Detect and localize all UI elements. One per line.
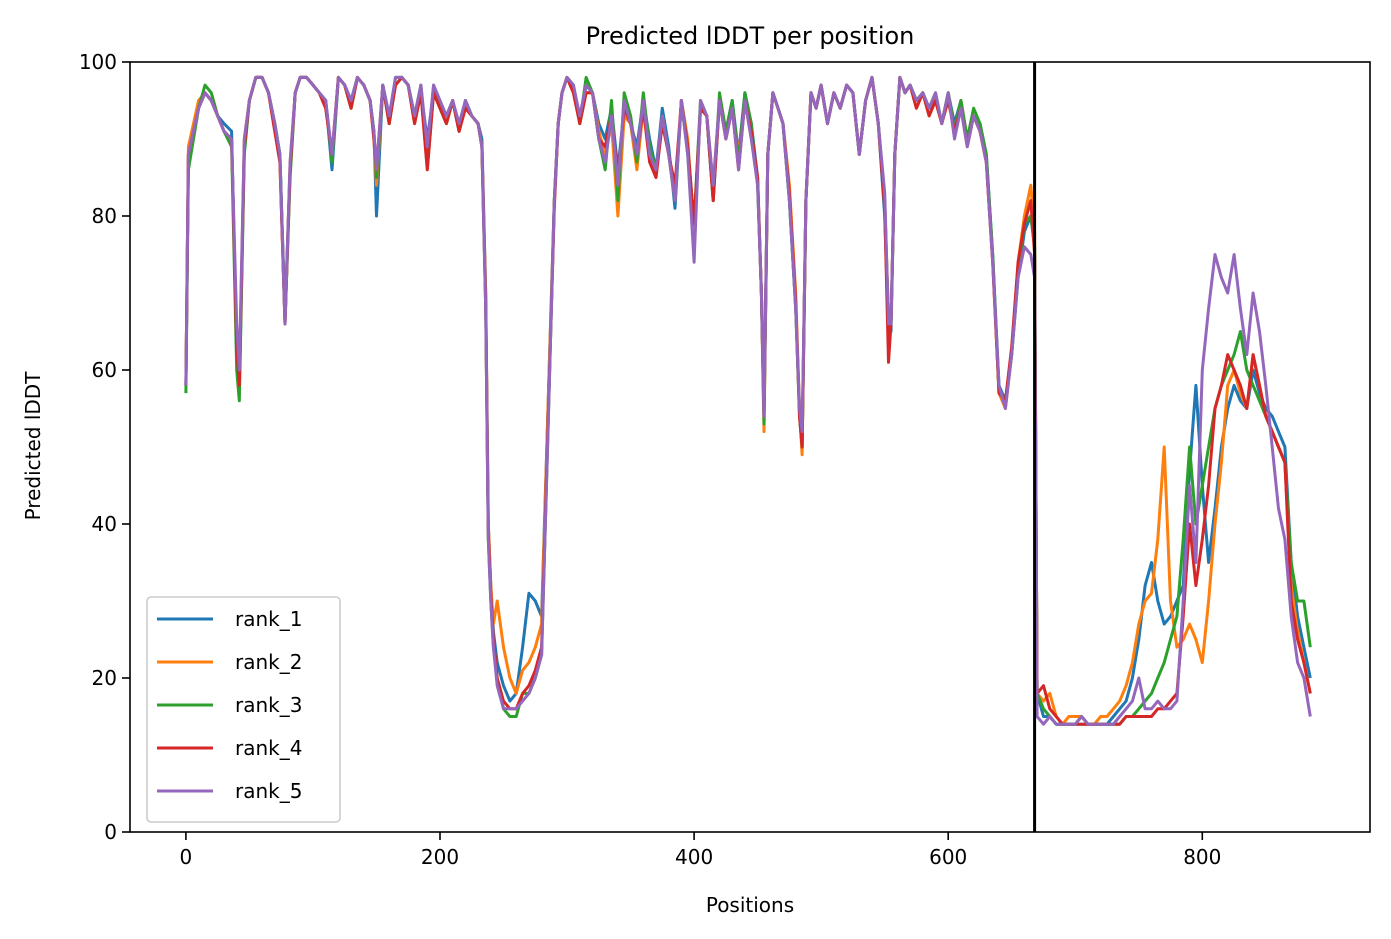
legend-label-rank_3: rank_3 <box>235 693 302 717</box>
y-tick-label: 20 <box>92 666 117 690</box>
x-tick-label: 800 <box>1183 845 1221 869</box>
axes: 0 200 400 600 800 0 20 40 60 80 100 <box>79 50 1371 869</box>
chart-title: Predicted lDDT per position <box>586 22 915 50</box>
legend-label-rank_1: rank_1 <box>235 607 302 631</box>
series-line-rank_1 <box>184 75 1312 726</box>
y-tick-label: 80 <box>92 204 117 228</box>
legend-box <box>146 596 341 823</box>
legend-label-rank_2: rank_2 <box>235 650 302 674</box>
y-tick-label: 100 <box>79 50 117 74</box>
plot-area <box>184 62 1312 832</box>
x-axis-label: Positions <box>706 893 794 917</box>
x-tick-label: 0 <box>180 845 193 869</box>
x-tick-label: 400 <box>675 845 713 869</box>
x-tick-label: 600 <box>929 845 967 869</box>
y-tick-label: 60 <box>92 358 117 382</box>
legend-label-rank_5: rank_5 <box>235 779 302 803</box>
y-axis-label: Predicted lDDT <box>21 371 45 521</box>
y-tick-label: 0 <box>104 820 117 844</box>
x-tick-label: 200 <box>421 845 459 869</box>
y-tick-label: 40 <box>92 512 117 536</box>
series-line-rank_5 <box>184 75 1312 726</box>
legend: rank_1 rank_2 rank_3 rank_4 rank_5 <box>146 596 341 823</box>
axes-frame <box>129 61 1371 833</box>
legend-label-rank_4: rank_4 <box>235 736 302 760</box>
